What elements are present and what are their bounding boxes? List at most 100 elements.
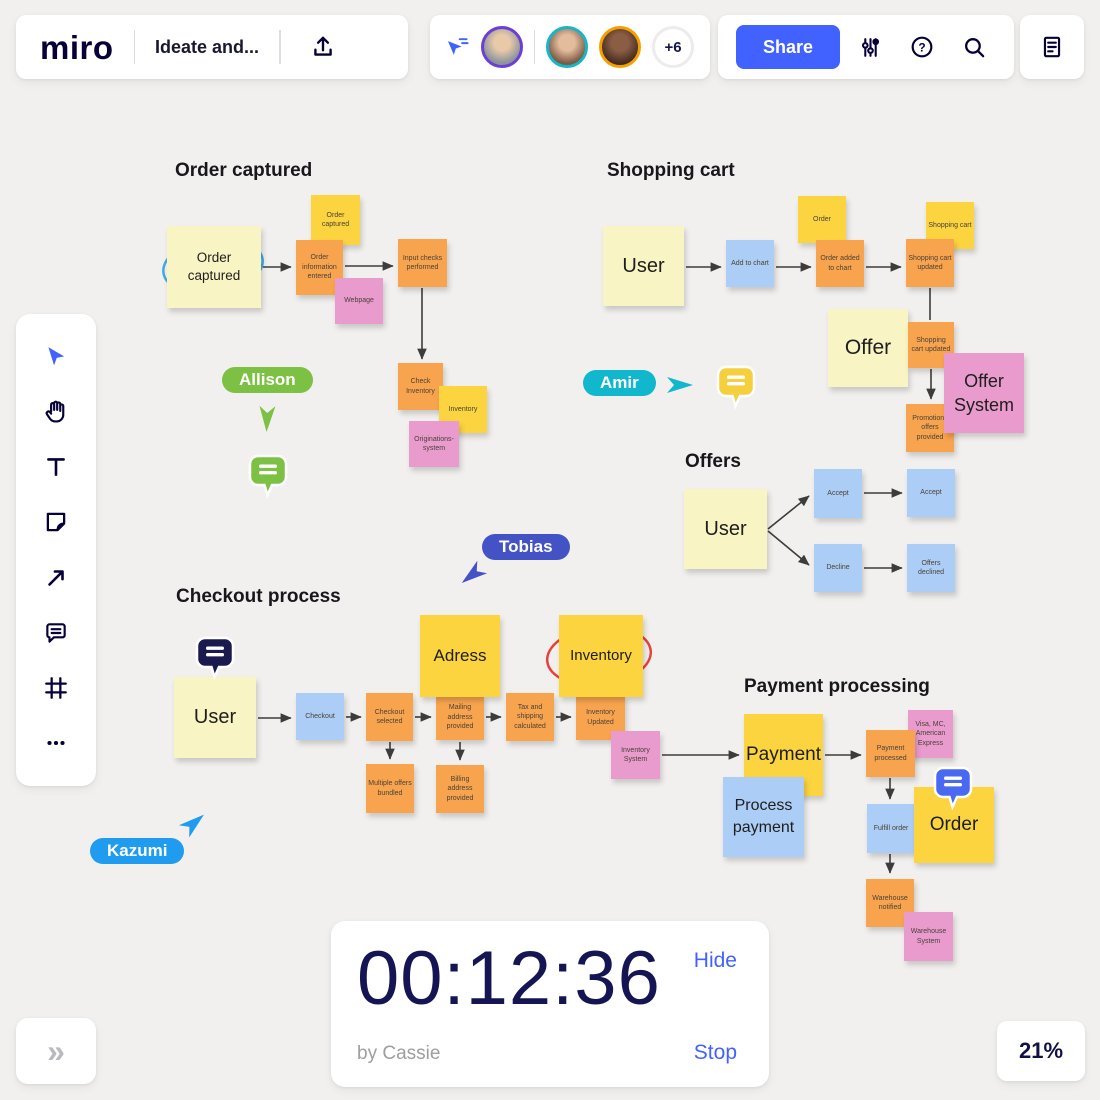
sticky-note[interactable]: Offer System xyxy=(944,353,1024,433)
sticky-note[interactable]: Webpage xyxy=(335,278,383,324)
miro-logo[interactable]: miro xyxy=(40,28,114,66)
sticky-note[interactable]: Order captured xyxy=(167,226,261,308)
sticky-note[interactable]: Adress xyxy=(420,615,500,697)
comment-bubble-blue-icon[interactable] xyxy=(933,766,973,811)
section-title-checkout-process[interactable]: Checkout process xyxy=(176,586,341,607)
collaborator-name: Kazumi xyxy=(107,841,168,860)
text-icon xyxy=(47,458,65,477)
sticky-note[interactable]: Payment processed xyxy=(866,730,915,777)
sticky-note[interactable]: Billing address provided xyxy=(436,765,484,813)
sticky-note[interactable]: Process payment xyxy=(723,777,804,857)
help-button[interactable]: ? xyxy=(900,25,944,69)
help-icon: ? xyxy=(911,36,933,58)
section-title-shopping-cart[interactable]: Shopping cart xyxy=(607,160,735,181)
notes-panel-button[interactable] xyxy=(1020,15,1084,79)
sticky-note[interactable]: Warehouse System xyxy=(904,912,953,961)
sticky-note[interactable]: Accept xyxy=(907,469,955,517)
frame-tool[interactable] xyxy=(34,666,78,710)
search-icon xyxy=(964,37,984,57)
timer-stop-button[interactable]: Stop xyxy=(693,1041,737,1064)
sticky-note[interactable]: Add to chart xyxy=(726,240,774,287)
expand-panel-button[interactable]: » xyxy=(16,1018,96,1084)
avatar[interactable] xyxy=(480,26,523,68)
comment-bubble-green-icon[interactable] xyxy=(248,454,288,499)
svg-text:?: ? xyxy=(918,40,925,54)
section-title-order-captured[interactable]: Order captured xyxy=(175,160,313,181)
hand-icon xyxy=(45,400,65,423)
sticky-note[interactable]: Offers declined xyxy=(907,544,955,592)
sticky-note[interactable]: Check Inventory xyxy=(398,363,443,410)
comment-bubble-navy-icon[interactable] xyxy=(195,636,235,681)
collaborator-tag-kazumi: Kazumi xyxy=(90,838,185,864)
tools-sidebar xyxy=(16,314,96,786)
sticky-note[interactable]: Checkout xyxy=(296,693,344,740)
comment-tool[interactable] xyxy=(34,611,78,655)
timer-card: 00:12:36 Hide by Cassie Stop xyxy=(331,921,769,1087)
sticky-note[interactable]: User xyxy=(684,489,767,569)
divider xyxy=(279,30,281,64)
sticky-note-icon xyxy=(46,513,66,532)
sticky-note[interactable]: Inventory Updated xyxy=(576,695,625,740)
sticky-note[interactable]: Offer xyxy=(828,309,908,387)
allison-cursor-icon xyxy=(259,405,276,432)
sticky-note[interactable]: User xyxy=(603,226,684,306)
sticky-note[interactable]: Mailing address provided xyxy=(436,695,484,740)
collaborator-tag-allison: Allison xyxy=(222,367,313,393)
pan-tool[interactable] xyxy=(34,390,78,434)
sticky-note[interactable]: Visa, MC, American Express xyxy=(908,710,953,758)
app-header-left: miro Ideate and... xyxy=(16,15,408,79)
timer-hide-button[interactable]: Hide xyxy=(693,949,737,972)
sliders-icon xyxy=(861,37,879,57)
avatar[interactable] xyxy=(599,26,641,68)
sticky-note[interactable]: Order added to chart xyxy=(816,240,864,287)
amir-cursor-icon xyxy=(667,377,693,393)
share-button[interactable]: Share xyxy=(736,25,840,69)
zoom-level-value: 21% xyxy=(1018,1038,1064,1063)
board-title[interactable]: Ideate and... xyxy=(155,36,260,57)
sticky-note[interactable]: Shopping cart updated xyxy=(906,239,954,287)
sticky-note[interactable]: User xyxy=(174,677,256,758)
sticky-note[interactable]: Order xyxy=(798,196,846,243)
sticky-note[interactable]: Checkout selected xyxy=(366,693,413,741)
sticky-note[interactable]: Fulfill order xyxy=(867,804,915,853)
avatar[interactable] xyxy=(546,26,588,68)
sticky-note[interactable]: Input checks performed xyxy=(398,239,447,287)
ellipsis-icon xyxy=(47,740,65,745)
settings-button[interactable] xyxy=(848,25,892,69)
arrow-tool[interactable] xyxy=(34,556,78,600)
section-title-payment-processing[interactable]: Payment processing xyxy=(744,676,930,697)
document-icon xyxy=(1043,36,1061,58)
divider xyxy=(533,30,535,64)
collaborator-tag-tobias: Tobias xyxy=(482,534,570,560)
sticky-note[interactable]: Tax and shipping calculated xyxy=(506,693,554,741)
sticky-note[interactable]: Order captured xyxy=(311,195,360,245)
sticky-note[interactable]: Accept xyxy=(814,469,862,518)
arrow-icon xyxy=(48,569,64,586)
export-button[interactable] xyxy=(301,25,345,69)
sticky-note[interactable]: Originations-system xyxy=(409,421,459,467)
sticky-note[interactable]: Inventory xyxy=(559,615,643,697)
select-tool[interactable] xyxy=(34,335,78,379)
export-icon xyxy=(313,36,332,56)
search-button[interactable] xyxy=(952,25,996,69)
sticky-note[interactable]: Multiple offers bundled xyxy=(366,764,414,813)
sticky-note-tool[interactable] xyxy=(34,500,78,544)
collaborator-name: Amir xyxy=(600,373,639,392)
follow-cursor-icon[interactable] xyxy=(446,36,470,58)
sticky-note[interactable]: Decline xyxy=(814,544,862,592)
cursor-icon xyxy=(48,347,65,366)
zoom-level-button[interactable]: 21% xyxy=(997,1021,1085,1081)
sticky-note[interactable]: Inventory System xyxy=(611,731,660,779)
section-title-offers[interactable]: Offers xyxy=(685,451,741,472)
more-tools[interactable] xyxy=(34,721,78,765)
text-tool[interactable] xyxy=(34,445,78,489)
divider xyxy=(133,30,136,64)
tobias-cursor-icon xyxy=(461,560,488,584)
more-collaborators-badge[interactable]: +6 xyxy=(652,26,694,68)
timer-author: by Cassie xyxy=(357,1043,441,1064)
comment-bubble-yellow-icon[interactable] xyxy=(716,365,756,410)
frame-icon xyxy=(45,676,67,699)
comment-icon xyxy=(46,622,66,643)
